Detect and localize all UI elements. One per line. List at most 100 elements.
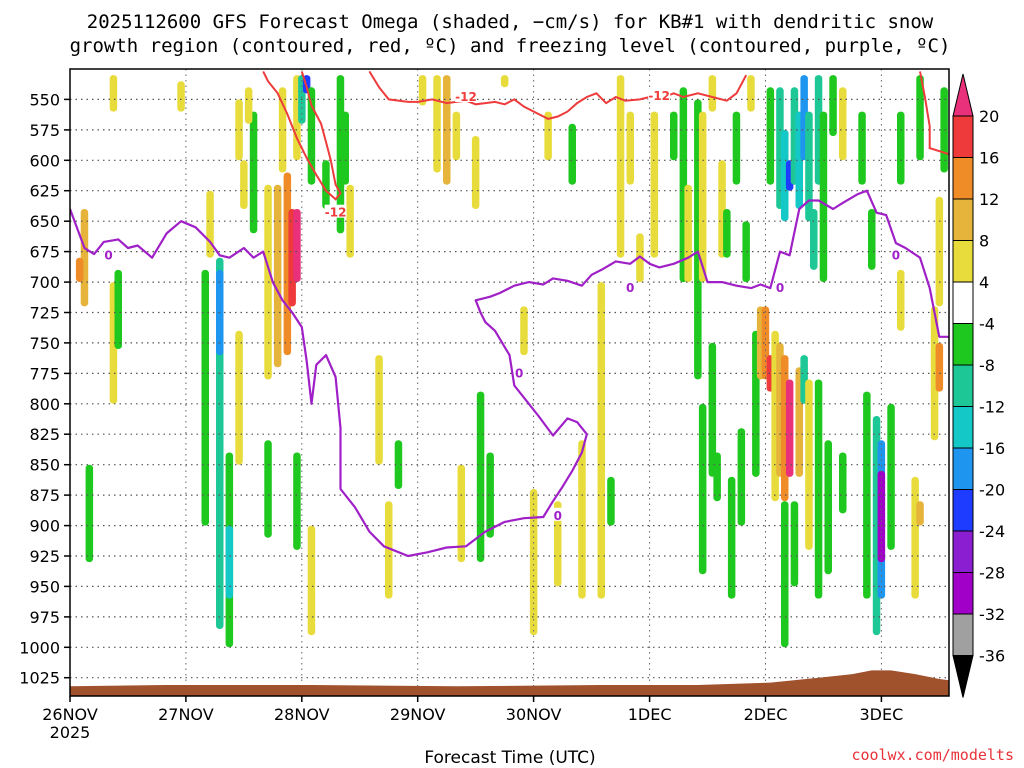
freezing-label-bg-5 — [890, 247, 901, 261]
freezing-label-2: 0 — [554, 509, 562, 523]
omega-cell-90 — [839, 452, 847, 514]
y-tick-label-950: 950 — [29, 577, 60, 596]
y-tick-label-550: 550 — [29, 90, 60, 109]
omega-cell-27 — [264, 440, 272, 538]
freezing-label-bg-0 — [103, 247, 114, 261]
omega-cell-29 — [307, 525, 316, 636]
omega-cell-106 — [863, 391, 871, 599]
colorbar-swatch-11 — [952, 530, 974, 573]
omega-cell-46 — [500, 75, 509, 88]
colorbar-label-5: -4 — [979, 315, 995, 334]
omega-cell-115 — [916, 75, 924, 161]
omega-cell-34 — [346, 184, 354, 258]
omega-cell-38 — [418, 75, 427, 106]
omega-cell-105 — [868, 209, 876, 270]
omega-cell-87 — [805, 379, 813, 550]
y-tick-label-875: 875 — [29, 486, 60, 505]
x-tick-label-27NOV: 27NOV — [158, 705, 214, 724]
omega-cell-6 — [177, 81, 185, 112]
omega-cell-63 — [698, 111, 707, 282]
omega-cell-82 — [785, 379, 794, 477]
omega-cell-71 — [708, 342, 717, 477]
omega-cell-55 — [616, 75, 625, 258]
dendritic-contour-left — [262, 70, 342, 201]
omega-cell-19 — [273, 184, 282, 368]
omega-cell-112 — [897, 269, 905, 331]
colorbar-swatch-2 — [952, 157, 974, 200]
omega-cell-114 — [916, 501, 924, 526]
chart-title-line1: 2025112600 GFS Forecast Omega (shaded, −… — [87, 11, 934, 33]
colorbar-swatch-12 — [952, 572, 974, 615]
chart-title-line2: growth region (contoured, red, ºC) and f… — [70, 35, 951, 57]
y-tick-label-750: 750 — [29, 334, 60, 353]
freezing-level-line — [70, 189, 949, 558]
freezing-label-1: 0 — [515, 366, 523, 380]
y-tick-label-925: 925 — [29, 547, 60, 566]
omega-cell-53 — [597, 282, 605, 599]
omega-cell-31 — [322, 160, 330, 209]
freezing-label-bg-4 — [775, 280, 785, 294]
omega-cell-73 — [727, 476, 736, 599]
x-tick-label-2DEC: 2DEC — [744, 705, 788, 724]
omega-cell-3 — [85, 464, 94, 563]
omega-cell-33 — [341, 111, 349, 185]
omega-cell-47 — [520, 306, 528, 356]
omega-cell-99 — [810, 209, 818, 270]
x-axis-label: Forecast Time (UTC) — [424, 748, 595, 768]
omega-cell-13 — [235, 330, 243, 465]
x-tick-label-1DEC: 1DEC — [628, 705, 672, 724]
omega-cell-44 — [476, 391, 485, 562]
colorbar-swatch-10 — [952, 489, 974, 532]
omega-cell-43 — [471, 136, 480, 209]
credit-text: coolwx.com/modelts — [851, 746, 1014, 764]
freezing-label-5: 0 — [892, 248, 900, 262]
colorbar-label-4: 4 — [979, 273, 989, 292]
omega-cell-54 — [607, 476, 615, 526]
omega-cell-37 — [394, 440, 403, 489]
omega-cell-86 — [790, 501, 799, 587]
grid-lines — [70, 69, 949, 696]
omega-cell-52 — [578, 440, 586, 599]
x-tick-sublabel: 2025 — [50, 723, 91, 742]
omega-cell-102 — [829, 75, 837, 136]
colorbar-swatch-14 — [952, 655, 974, 698]
x-tick-label-28NOV: 28NOV — [274, 705, 330, 724]
y-tick-label-625: 625 — [29, 182, 60, 201]
terrain-fill — [70, 670, 949, 696]
y-tick-label-850: 850 — [29, 456, 60, 475]
colorbar-swatch-3 — [952, 198, 974, 241]
omega-cell-104 — [858, 111, 866, 185]
omega-cell-51 — [568, 123, 576, 185]
omega-cell-119 — [940, 87, 948, 173]
omega-cell-88 — [814, 379, 823, 599]
y-tick-label-975: 975 — [29, 608, 60, 627]
freezing-label-0: 0 — [104, 248, 112, 262]
omega-cell-117 — [935, 342, 944, 392]
omega-cell-109 — [877, 470, 886, 563]
plot-area: -12 -12 -12 0 0 0 0 0 0 — [70, 69, 949, 696]
y-tick-label-825: 825 — [29, 425, 60, 444]
dendritic-contour-far-right — [919, 71, 949, 156]
dendritic-contours: -12 -12 -12 — [262, 70, 949, 220]
omega-cell-45 — [486, 452, 494, 538]
colorbar-label-9: -20 — [979, 481, 1005, 500]
omega-cell-93 — [781, 129, 789, 222]
colorbar-label-8: -16 — [979, 439, 1005, 458]
omega-cell-64 — [708, 75, 717, 112]
omega-cell-41 — [452, 111, 461, 161]
omega-cell-58 — [650, 111, 659, 258]
y-tick-label-775: 775 — [29, 364, 60, 383]
colorbar-swatch-1 — [952, 115, 974, 158]
colorbar-label-0: 20 — [979, 107, 999, 126]
omega-cell-48 — [529, 489, 538, 636]
omega-cell-85 — [781, 501, 789, 648]
colorbar-label-6: -8 — [979, 356, 995, 375]
y-tick-label-675: 675 — [29, 243, 60, 262]
colorbar-label-12: -32 — [979, 605, 1005, 624]
colorbar-swatch-4 — [952, 240, 974, 283]
omega-cell-89 — [824, 440, 832, 575]
omega-cell-110 — [887, 403, 895, 550]
colorbar-swatch-9 — [952, 447, 974, 490]
omega-cell-66 — [723, 209, 731, 258]
